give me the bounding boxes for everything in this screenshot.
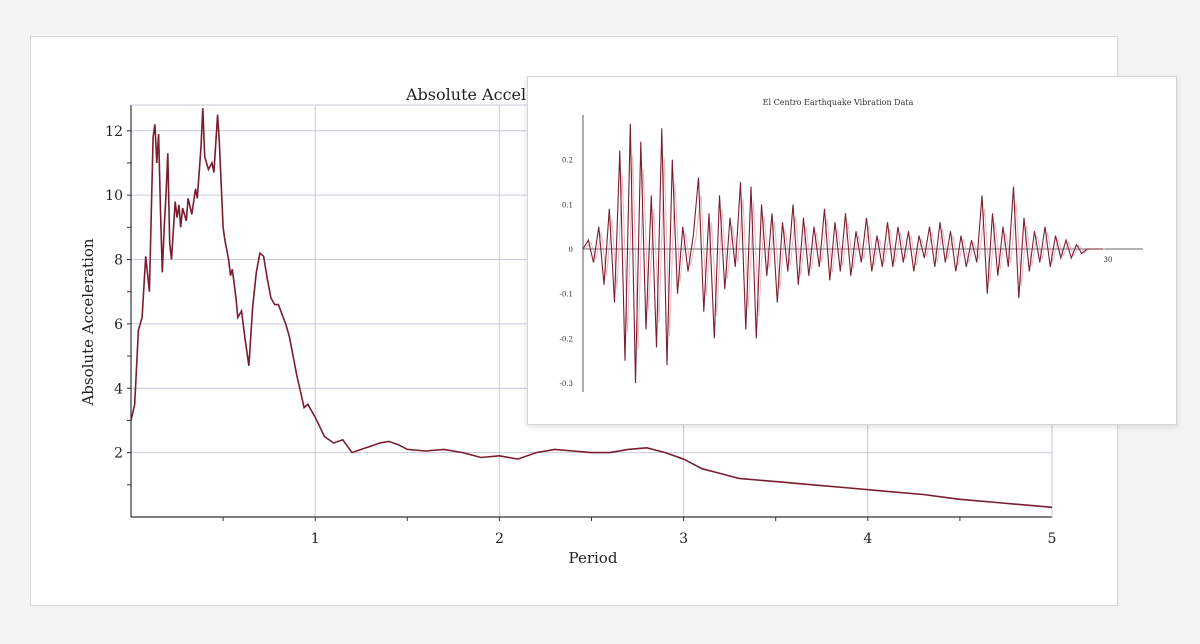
vibration-chart: El Centro Earthquake Vibration Data 0.20… [560, 98, 1143, 392]
inset-y-tick-label: -0.3 [560, 380, 574, 388]
inset-x-tick-label: 30 [1104, 256, 1113, 264]
y-tick-label: 6 [114, 317, 123, 333]
inset-y-tick-label: -0.1 [560, 291, 574, 299]
inset-y-tick-label: -0.2 [560, 335, 574, 343]
y-tick-label: 8 [114, 253, 123, 269]
x-tick-label: 5 [1048, 531, 1057, 547]
x-axis-label: Period [569, 549, 618, 567]
inset-tick-labels: 0.2 0.1 0 -0.1 -0.2 -0.3 30 [560, 157, 1113, 388]
y-tick-label: 4 [114, 381, 123, 397]
chart-title: Absolute Accele [405, 85, 536, 104]
inset-chart-title: El Centro Earthquake Vibration Data [763, 98, 914, 107]
x-tick-label: 3 [679, 531, 688, 547]
inset-y-tick-label: 0.1 [562, 201, 573, 209]
spectrum-series-line [130, 108, 1053, 509]
x-tick-label: 1 [311, 531, 320, 547]
vibration-series-line [582, 123, 1103, 384]
inset-y-tick-label: 0 [569, 246, 573, 254]
x-tick-label: 2 [495, 531, 504, 547]
y-axis-label: Absolute Acceleration [79, 238, 97, 406]
vibration-chart-panel: El Centro Earthquake Vibration Data 0.2 0… [527, 76, 1177, 425]
y-tick-label: 2 [114, 446, 123, 462]
vibration-series-shadow [585, 155, 1106, 350]
y-tick-label: 10 [105, 188, 123, 204]
y-tick-label: 12 [105, 124, 123, 140]
x-tick-label: 4 [863, 531, 872, 547]
inset-y-tick-label: 0.2 [562, 157, 573, 165]
